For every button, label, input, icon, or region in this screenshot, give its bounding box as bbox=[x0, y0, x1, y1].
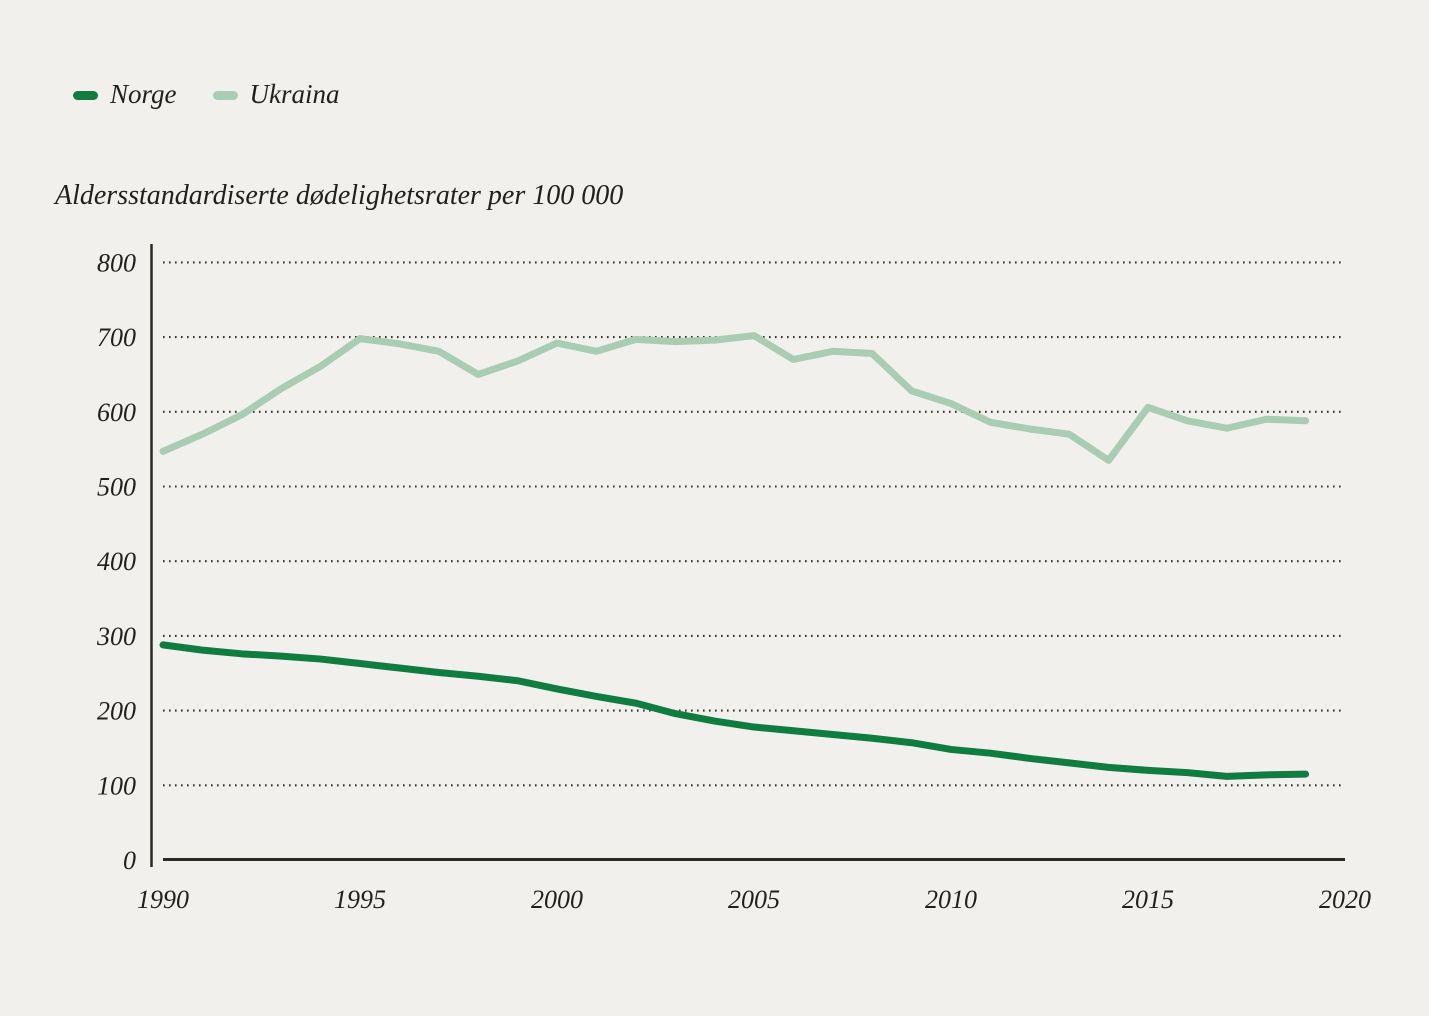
y-tick-label-200: 200 bbox=[97, 697, 136, 726]
x-tick-label-2005: 2005 bbox=[728, 885, 780, 914]
y-tick-label-600: 600 bbox=[97, 398, 136, 427]
y-tick-label-800: 800 bbox=[97, 248, 136, 277]
legend-label-ukraina: Ukraina bbox=[249, 79, 340, 109]
legend-label-norge: Norge bbox=[110, 79, 177, 109]
x-tick-label-1990: 1990 bbox=[137, 885, 189, 914]
series-line-ukraina bbox=[159, 332, 1310, 464]
x-tick-label-2015: 2015 bbox=[1122, 885, 1174, 914]
series-line-norge bbox=[159, 641, 1310, 780]
chart-legend: Norge Ukraina bbox=[73, 79, 340, 110]
ukraina-line-swatch bbox=[212, 91, 238, 101]
y-tick-label-0: 0 bbox=[123, 846, 136, 875]
x-tick-label-1995: 1995 bbox=[334, 885, 386, 914]
norge-line-swatch bbox=[73, 91, 98, 101]
x-tick-label-2020: 2020 bbox=[1319, 885, 1371, 914]
x-tick-label-2000: 2000 bbox=[531, 885, 583, 914]
y-tick-label-500: 500 bbox=[97, 473, 136, 502]
y-tick-label-700: 700 bbox=[97, 323, 136, 352]
legend-item-norge: Norge bbox=[73, 79, 177, 110]
y-tick-label-400: 400 bbox=[97, 547, 136, 576]
y-tick-label-300: 300 bbox=[96, 622, 136, 651]
chart-title: Aldersstandardiserte dødelighetsrater pe… bbox=[55, 180, 624, 211]
x-tick-label-2010: 2010 bbox=[925, 885, 977, 914]
y-tick-label-100: 100 bbox=[97, 771, 136, 800]
legend-item-ukraina: Ukraina bbox=[212, 79, 340, 110]
